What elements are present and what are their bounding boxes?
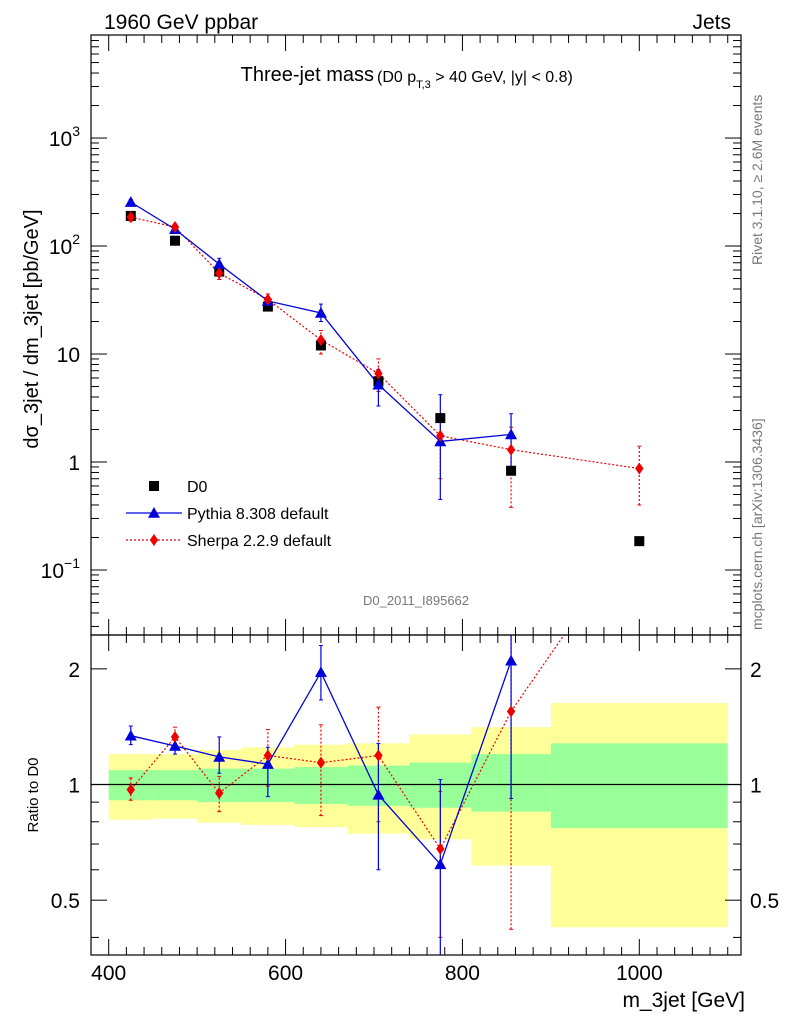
ratio-ytick-label: 2 xyxy=(68,659,80,682)
d0-point xyxy=(506,465,517,476)
ratio-ylabel: Ratio to D0 xyxy=(25,757,42,832)
main-ytick-label: 102 xyxy=(49,231,80,259)
sherpa-point xyxy=(374,367,383,380)
sherpa-point xyxy=(170,221,180,234)
d0-point xyxy=(262,301,273,312)
legend-pythia-marker xyxy=(148,507,160,518)
ratio-sherpa-point xyxy=(263,749,273,762)
ratio-data xyxy=(91,520,741,955)
main-ytick-label: 103 xyxy=(49,123,80,151)
cut-label-subscript: T,3 xyxy=(416,79,431,91)
legend-label: Sherpa 2.2.9 default xyxy=(187,533,332,550)
sherpa-point xyxy=(635,462,644,475)
ratio-pythia-line xyxy=(130,660,512,866)
main-panel: 10−1 1 10 102 103 xyxy=(41,34,742,636)
main-data xyxy=(124,196,645,547)
d0-point xyxy=(170,235,181,246)
pythia-point xyxy=(505,428,518,440)
ratio-ytick-label: 0.5 xyxy=(51,890,80,913)
legend-d0-marker xyxy=(149,481,159,491)
main-ytick-label: 10−1 xyxy=(41,555,81,583)
xtick-label: 1000 xyxy=(616,962,663,985)
sherpa-point xyxy=(436,429,445,442)
xtick-label: 600 xyxy=(268,962,303,985)
header-right: Jets xyxy=(692,11,731,34)
main-ytick-label: 10 xyxy=(57,344,80,367)
legend: D0 Pythia 8.308 default Sherpa 2.2.9 defau… xyxy=(126,479,332,550)
ratio-ytick-label-right: 1 xyxy=(750,775,762,798)
cut-label-prefix: (D0 p xyxy=(377,69,416,86)
band-inner xyxy=(152,770,198,801)
legend-sherpa-marker xyxy=(149,534,159,546)
pythia-point xyxy=(314,306,327,318)
sherpa-point xyxy=(263,293,273,306)
d0-point xyxy=(435,413,446,424)
sherpa-point xyxy=(316,333,326,346)
main-ytick-label: 1 xyxy=(68,452,80,475)
legend-label: D0 xyxy=(187,479,208,496)
xlabel: m_3jet [GeV] xyxy=(622,989,745,1012)
ratio-ytick-label-right: 2 xyxy=(750,659,762,682)
ratio-pythia-point xyxy=(372,788,385,800)
sherpa-point xyxy=(506,443,516,456)
header-left: 1960 GeV ppbar xyxy=(104,11,258,34)
sherpa-point xyxy=(126,211,135,224)
ratio-sherpa-point xyxy=(215,787,224,800)
main-ylabel: dσ_3jet / dm_3jet [pb/GeV] xyxy=(21,209,43,448)
ratio-sherpa-point xyxy=(506,705,516,718)
rivet-label: Rivet 3.1.10, ≥ 2.6M events xyxy=(749,95,765,265)
xtick-label: 800 xyxy=(445,962,480,985)
ratio-pythia-point xyxy=(314,666,327,678)
d0-point xyxy=(634,536,645,547)
ratio-pythia-point xyxy=(213,750,226,762)
analysis-id: D0_2011_I895662 xyxy=(363,593,469,608)
pythia-point xyxy=(372,378,385,390)
cut-label: (D0 pT,3 > 40 GeV, |y| < 0.8) xyxy=(377,69,573,91)
ratio-pythia-point xyxy=(261,758,274,769)
band-inner xyxy=(550,743,728,829)
sherpa-line xyxy=(130,216,640,470)
cut-label-suffix: > 40 GeV, |y| < 0.8) xyxy=(431,69,573,86)
ratio-sherpa-point xyxy=(436,842,445,855)
pythia-line xyxy=(130,201,512,443)
pythia-point xyxy=(213,258,226,269)
legend-label: Pythia 8.308 default xyxy=(187,506,329,523)
ratio-pythia-point xyxy=(505,654,518,666)
mcplots-label: mcplots.cern.ch [arXiv:1306.3436] xyxy=(749,418,765,630)
main-title: Three-jet mass xyxy=(241,64,374,86)
ratio-ytick-label: 1 xyxy=(68,775,80,798)
ratio-sherpa-point xyxy=(635,520,643,532)
xtick-label: 400 xyxy=(91,962,126,985)
ratio-sherpa-point xyxy=(170,730,180,743)
sherpa-point xyxy=(215,267,224,280)
ratio-sherpa-point xyxy=(374,749,383,762)
ratio-pythia-point xyxy=(169,739,182,751)
ratio-sherpa-point xyxy=(316,756,326,769)
ratio-pythia-point xyxy=(124,729,137,741)
pythia-point xyxy=(124,196,137,207)
ratio-panel: 0.5 0.5 1 1 2 2 400 600 800 1000 xyxy=(51,520,779,985)
ratio-pythia-point xyxy=(434,858,447,870)
ratio-sherpa-point xyxy=(126,783,135,796)
ratio-sherpa-line xyxy=(130,635,565,851)
ratio-frame xyxy=(90,634,742,956)
ratio-ytick-label-right: 0.5 xyxy=(750,890,779,913)
